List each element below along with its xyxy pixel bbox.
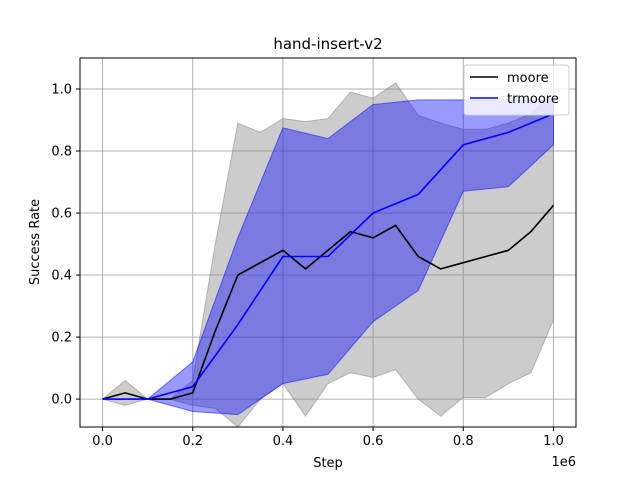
y-tick-label-2: 0.4	[51, 269, 72, 284]
series-lines	[102, 113, 555, 400]
y-axis-label: Success Rate	[28, 199, 43, 285]
legend: moore trmoore	[463, 64, 570, 116]
y-tick-label-3: 0.6	[51, 207, 72, 222]
y-tick-label-4: 0.8	[51, 145, 72, 160]
x-ticks: 0.0 0.2 0.4 0.6 0.8 1.0	[92, 427, 564, 449]
x-tick-label-4: 0.8	[453, 434, 474, 449]
x-tick-label-2: 0.4	[273, 434, 294, 449]
x-tick-label-0: 0.0	[92, 434, 113, 449]
x-axis-label: Step	[313, 456, 343, 471]
legend-label-trmoore: trmoore	[507, 92, 559, 107]
chart-title: hand-insert-v2	[273, 35, 382, 53]
y-tick-label-1: 0.2	[51, 331, 72, 346]
y-ticks: 0.0 0.2 0.4 0.6 0.8 1.0	[51, 83, 80, 408]
y-tick-label-0: 0.0	[51, 393, 72, 408]
series-line-moore	[102, 204, 555, 400]
x-tick-label-3: 0.6	[363, 434, 384, 449]
series-line-trmoore	[102, 113, 554, 400]
plot-frame	[79, 57, 577, 428]
grid	[80, 58, 576, 427]
legend-label-moore: moore	[507, 71, 549, 86]
x-axis-offset-label: 1e6	[551, 455, 576, 470]
y-tick-label-5: 1.0	[51, 83, 72, 98]
x-tick-label-1: 0.2	[182, 434, 203, 449]
x-tick-label-5: 1.0	[543, 434, 564, 449]
